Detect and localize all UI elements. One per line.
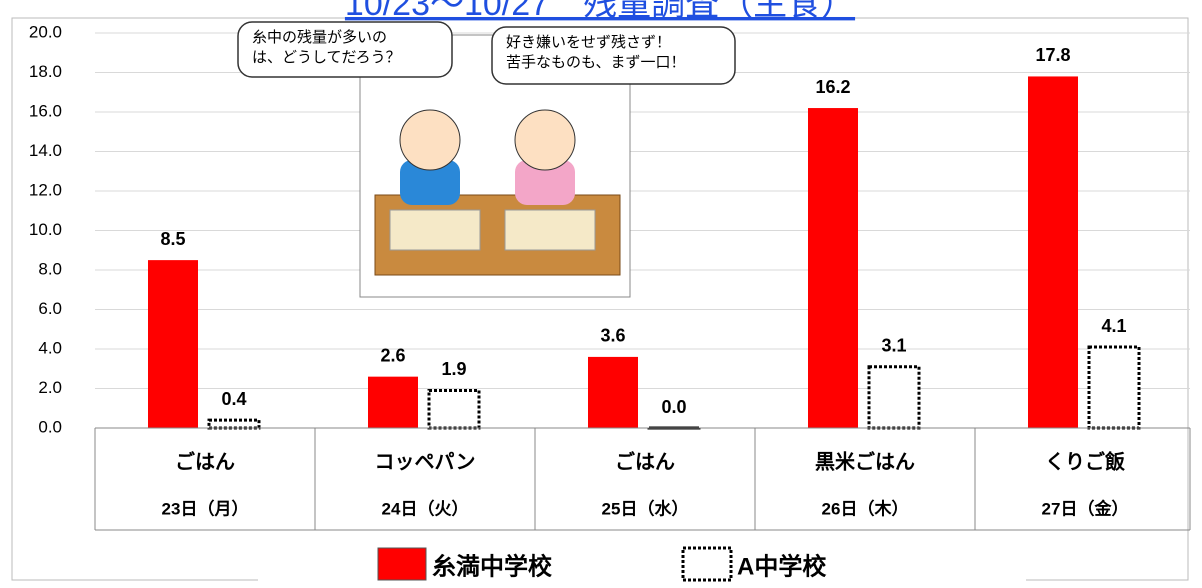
y-tick-label: 0.0	[38, 417, 62, 436]
child-head	[515, 110, 575, 170]
x-date-label: 25日（水）	[602, 498, 689, 518]
value-label: 4.1	[1101, 316, 1126, 336]
y-tick-label: 6.0	[38, 299, 62, 318]
x-tick-label: くりご飯	[1045, 449, 1125, 473]
y-tick-label: 20.0	[29, 22, 62, 41]
value-label: 0.0	[661, 397, 686, 417]
legend-swatch	[683, 548, 731, 580]
annotation: 苦手なものも、まず一口！	[506, 54, 686, 71]
bar	[429, 390, 479, 428]
y-tick-label: 16.0	[29, 101, 62, 120]
x-tick-label: ごはん	[175, 449, 235, 473]
x-date-label: 27日（金）	[1042, 498, 1129, 518]
annotation: は、どうしてだろう？	[252, 49, 401, 66]
bar	[209, 420, 259, 428]
value-label: 16.2	[815, 77, 850, 97]
value-label: 0.4	[221, 389, 246, 409]
value-label: 3.1	[881, 336, 906, 356]
bar	[368, 377, 418, 428]
y-tick-label: 8.0	[38, 259, 62, 278]
value-label: 17.8	[1035, 45, 1070, 65]
x-date-label: 23日（月）	[162, 498, 249, 518]
value-label: 1.9	[441, 359, 466, 379]
x-tick-label: 黒米ごはん	[815, 449, 915, 473]
value-label: 3.6	[600, 326, 625, 346]
child-head	[400, 110, 460, 170]
y-tick-label: 14.0	[29, 141, 62, 160]
chart-title: 10/23～10/27 残量調査（主食）	[345, 0, 855, 23]
annotation: 好き嫌いをせず残さず！	[506, 34, 671, 51]
x-date-label: 26日（木）	[822, 498, 909, 518]
y-tick-label: 10.0	[29, 220, 62, 239]
x-tick-label: ごはん	[615, 449, 675, 473]
legend-background	[258, 545, 1026, 588]
value-label: 8.5	[160, 229, 185, 249]
legend-swatch	[378, 548, 426, 580]
legend-label: 糸満中学校	[432, 552, 553, 580]
chart: 0.0 2.0 4.0 6.0 8.0 10.0 12.0 14.0 16.0 18.0 20.0 糸…	[0, 0, 1202, 588]
y-tick-label: 18.0	[29, 62, 62, 81]
bar	[588, 357, 638, 428]
tray	[390, 210, 480, 250]
value-label: 2.6	[380, 345, 405, 365]
x-tick-label: コッペパン	[375, 450, 476, 473]
bar	[148, 260, 198, 428]
tray	[505, 210, 595, 250]
annotation: 糸中の残量が多いの	[252, 29, 387, 46]
legend-label: A中学校	[737, 552, 827, 580]
y-tick-label: 4.0	[38, 338, 62, 357]
bar	[808, 108, 858, 428]
x-date-label: 24日（火）	[382, 498, 469, 518]
y-tick-label: 2.0	[38, 378, 62, 397]
bar	[1028, 76, 1078, 428]
bar	[869, 367, 919, 428]
bar	[1089, 347, 1139, 428]
y-tick-label: 12.0	[29, 180, 62, 199]
